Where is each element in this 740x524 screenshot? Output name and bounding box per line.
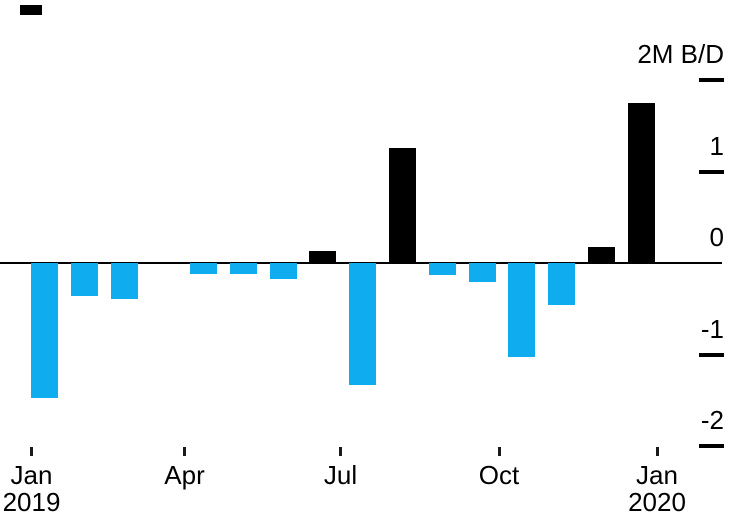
y-axis-label: 0 [709,222,724,252]
bar [269,263,297,280]
x-axis-label-month: Jan [636,460,678,490]
bar [190,263,218,274]
bar [428,263,456,275]
y-axis-tick [699,169,724,174]
bar [309,251,337,263]
y-axis-tick [699,444,724,448]
x-axis-label-month: Oct [478,460,520,490]
x-axis-label-month: Apr [164,460,205,490]
x-axis-tick [497,447,501,456]
bar [468,263,496,283]
x-axis-label-month: Jul [323,460,358,490]
x-axis-tick [339,447,342,456]
x-axis-tick [183,447,186,456]
bar [389,147,417,263]
x-axis-label-month: Jan [10,460,53,490]
y-axis-tick [699,352,724,357]
bar [508,263,536,358]
x-axis-tick [655,447,659,456]
y-axis-label: -2 [700,405,724,435]
bar [110,263,138,299]
bar [70,263,98,296]
y-axis-label: -1 [700,313,724,344]
y-axis-label: 1 [709,130,724,161]
bar [31,263,58,399]
x-axis-tick [30,447,33,456]
x-axis-label-year: 2020 [628,487,686,517]
y-axis-unit-label: 2M B/D [637,39,724,69]
legend-series-swatch [20,5,42,15]
y-axis-tick [699,78,724,82]
bar [587,246,615,263]
bar [627,102,655,263]
bar [349,263,377,385]
bar [229,263,257,274]
x-axis-label-year: 2019 [2,487,61,517]
bar [548,263,576,306]
